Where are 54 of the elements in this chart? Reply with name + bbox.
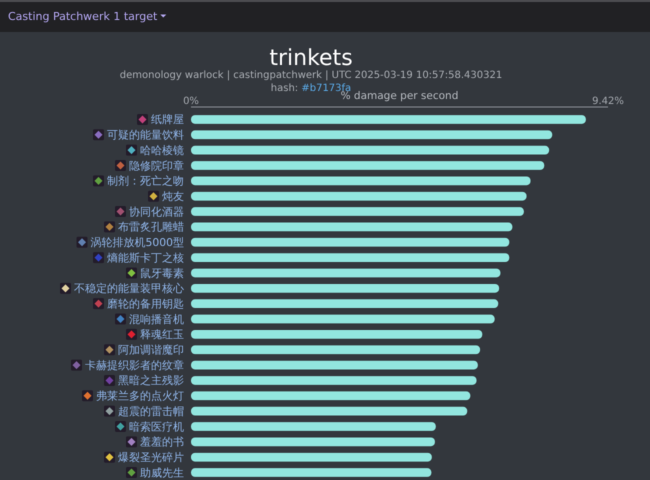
bar — [191, 299, 498, 308]
x-tick-label: 9.42% — [592, 96, 624, 107]
bar — [191, 115, 586, 124]
bar — [191, 437, 435, 446]
bar — [191, 345, 480, 354]
y-tick-label: 不稳定的能量装甲核心 — [74, 282, 184, 296]
bar — [191, 391, 470, 400]
y-tick-label: 炖友 — [162, 190, 184, 203]
chart-subtitle: demonology warlock | castingpatchwerk | UTC 2025-03-19 10:57:58.430321 — [120, 70, 502, 81]
bar — [191, 130, 552, 140]
bar — [191, 253, 510, 262]
bar — [191, 222, 512, 232]
bar — [191, 406, 468, 416]
y-tick-label: 熵能斯卡丁之核 — [107, 251, 184, 264]
bar — [191, 452, 432, 462]
bar — [191, 376, 477, 385]
bar — [191, 468, 432, 477]
y-tick-label: 释魂红玉 — [140, 328, 184, 342]
y-tick-label: 涡轮排放机5000型 — [90, 236, 184, 250]
y-tick-label: 超震的雷击帽 — [118, 404, 184, 418]
chart-title: trinkets — [269, 46, 353, 71]
y-tick-label: 卡赫提织影者的纹章 — [85, 358, 184, 372]
y-tick-label: 磨轮的备用钥匙 — [107, 297, 184, 310]
y-tick-label: 混响播音机 — [129, 312, 184, 326]
bar — [191, 330, 482, 339]
y-tick-label: 鼠牙毒素 — [140, 266, 184, 280]
text: Casting Patchwerk 1 target — [8, 10, 158, 23]
y-tick-label: 纸牌屋 — [151, 113, 184, 126]
bar — [191, 422, 436, 431]
y-tick-label: 协同化酒器 — [129, 205, 184, 218]
bar — [191, 268, 500, 278]
bar — [191, 207, 524, 216]
bar — [191, 238, 510, 247]
y-tick-label: 布雷炙孔雕蜡 — [118, 220, 184, 234]
y-tick-label: 暗索医疗机 — [129, 420, 184, 434]
y-tick-label: 黑暗之主残影 — [118, 374, 184, 388]
bar — [191, 176, 531, 186]
bar — [191, 146, 550, 155]
y-tick-label: 阿加调谐魔印 — [118, 344, 184, 357]
y-tick-label: 羞羞的书 — [140, 436, 184, 449]
y-tick-label: 助威先生 — [140, 466, 184, 480]
bar — [191, 284, 500, 293]
bar — [191, 161, 544, 170]
y-tick-label: 制剂：死亡之吻 — [107, 174, 184, 188]
y-tick-label: 爆裂圣光碎片 — [118, 450, 184, 464]
y-tick-label: 隐修院印章 — [129, 159, 184, 172]
bar — [191, 314, 495, 324]
y-tick-label: 哈哈棱镜 — [140, 144, 184, 157]
y-tick-label: 可疑的能量饮料 — [107, 128, 184, 142]
bar — [191, 192, 527, 201]
y-tick-label: 弗莱兰多的点火灯 — [96, 390, 184, 403]
x-axis-title: % damage per second — [340, 90, 458, 102]
bar — [191, 360, 478, 370]
x-tick-label: 0% — [183, 96, 199, 107]
